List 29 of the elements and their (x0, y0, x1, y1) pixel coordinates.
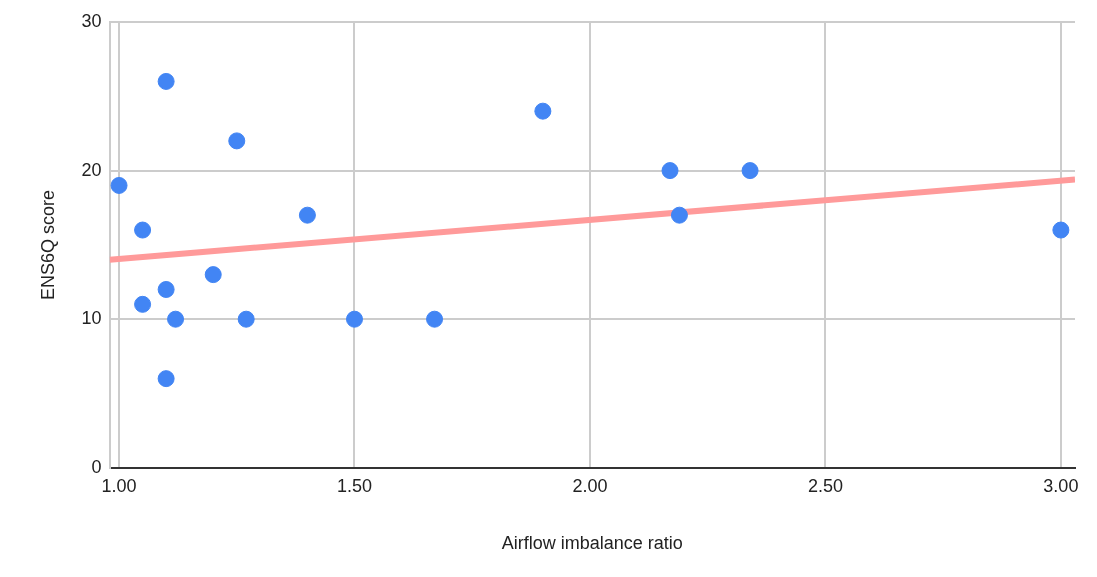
point (204, 266, 222, 284)
point (167, 310, 185, 328)
point (670, 206, 688, 224)
y-axis-title: ENS6Q score (37, 189, 58, 300)
x-tick-label: 2.00 (572, 475, 608, 496)
point (157, 72, 175, 90)
point (298, 206, 316, 224)
point (346, 310, 363, 328)
y-tick-label: 10 (81, 308, 102, 329)
y-tick-label: 0 (91, 456, 102, 477)
x-tick-label: 2.50 (807, 475, 843, 496)
point (110, 176, 128, 194)
point (534, 102, 552, 120)
x-axis-title: Airflow imbalance ratio (501, 533, 683, 554)
point (426, 310, 444, 328)
point (237, 310, 255, 328)
y-tick-label: 30 (81, 10, 102, 31)
point (157, 280, 175, 298)
point (134, 295, 152, 313)
x-tick-label: 1.50 (336, 475, 373, 496)
point (134, 221, 152, 239)
point (1052, 221, 1070, 239)
y-tick-label: 20 (81, 159, 102, 180)
point (157, 370, 175, 388)
point (661, 162, 679, 180)
point (228, 132, 246, 150)
x-tick-label: 3.00 (1043, 475, 1079, 496)
x-tick-label: 1.00 (101, 475, 137, 496)
point (741, 162, 759, 180)
